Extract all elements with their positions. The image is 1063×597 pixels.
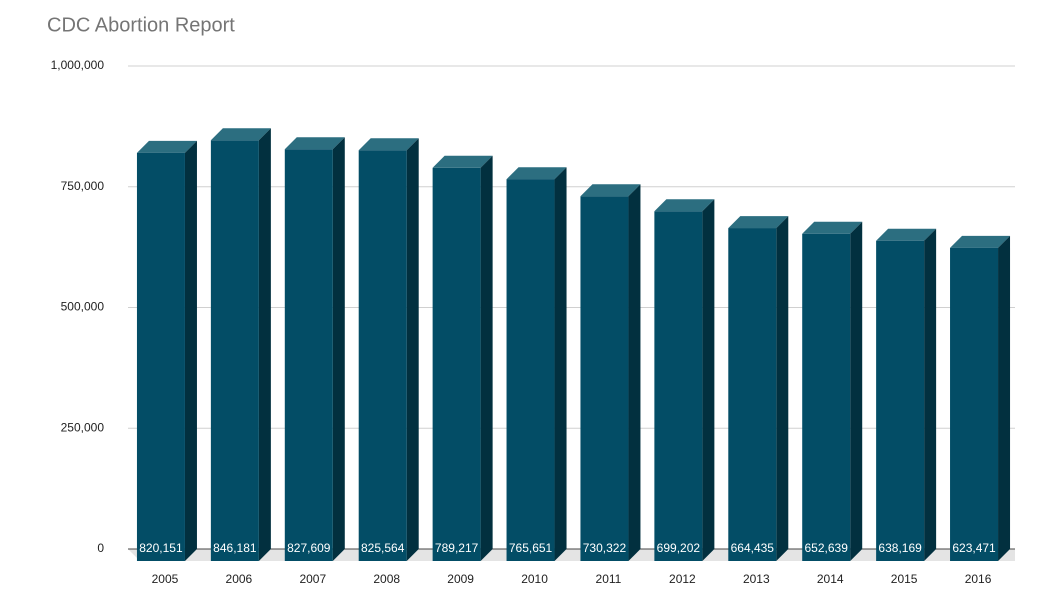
bar-front <box>950 247 999 561</box>
bar-top <box>802 221 863 234</box>
bar-top <box>136 140 197 153</box>
bar-top <box>950 235 1011 248</box>
bar-side <box>702 199 715 561</box>
x-tick-label: 2006 <box>226 572 253 586</box>
bar-front <box>210 140 259 562</box>
x-tick-label: 2007 <box>299 572 326 586</box>
bar-front <box>284 149 333 562</box>
value-label: 827,609 <box>287 541 331 555</box>
x-tick-label: 2008 <box>373 572 400 586</box>
value-label: 846,181 <box>213 541 257 555</box>
bar-top <box>358 138 419 151</box>
y-tick-label: 1,000,000 <box>51 58 105 72</box>
value-label: 638,169 <box>878 541 922 555</box>
floor <box>128 549 1015 561</box>
bar-side <box>628 184 641 562</box>
bar-side <box>406 138 419 561</box>
x-tick-label: 2012 <box>669 572 696 586</box>
x-tick-label: 2016 <box>965 572 992 586</box>
bar-side <box>850 221 863 561</box>
bar-side <box>554 167 567 562</box>
bar: 825,564 <box>358 138 419 561</box>
bar-front <box>358 150 407 561</box>
bar-side <box>924 228 937 561</box>
bar: 765,651 <box>506 167 567 562</box>
value-label: 825,564 <box>361 541 405 555</box>
bar: 827,609 <box>284 137 345 562</box>
bar-front <box>432 167 481 562</box>
bar-top <box>728 216 789 229</box>
bar: 638,169 <box>876 228 937 561</box>
x-tick-label: 2015 <box>891 572 918 586</box>
value-label: 820,151 <box>139 541 183 555</box>
bar-side <box>184 140 197 561</box>
bar-front <box>728 228 777 562</box>
bar-side <box>258 128 271 562</box>
bar-top <box>876 228 937 241</box>
chart-title: CDC Abortion Report <box>47 14 235 36</box>
y-tick-label: 750,000 <box>61 179 105 193</box>
bar: 820,151 <box>136 140 197 561</box>
value-label: 664,435 <box>731 541 775 555</box>
y-tick-label: 250,000 <box>61 420 105 434</box>
y-tick-label: 0 <box>97 541 104 555</box>
value-label: 699,202 <box>657 541 701 555</box>
bar-side <box>480 155 493 562</box>
x-tick-label: 2009 <box>447 572 474 586</box>
bar-side <box>332 137 345 562</box>
value-label: 623,471 <box>952 541 996 555</box>
value-label: 730,322 <box>583 541 627 555</box>
bar-front <box>580 196 629 562</box>
bar-side <box>998 235 1011 561</box>
bar-front <box>802 233 851 561</box>
bar-side <box>776 216 789 562</box>
bar-top <box>580 184 641 197</box>
y-tick-label: 500,000 <box>61 300 105 314</box>
value-label: 652,639 <box>805 541 849 555</box>
bar-top <box>432 155 493 168</box>
bar-front <box>876 240 925 561</box>
value-label: 765,651 <box>509 541 553 555</box>
bar: 730,322 <box>580 184 641 562</box>
bar-front <box>136 152 185 561</box>
x-tick-label: 2014 <box>817 572 844 586</box>
bar-front <box>506 179 555 562</box>
bar: 699,202 <box>654 199 715 561</box>
bar: 623,471 <box>950 235 1011 561</box>
x-tick-label: 2005 <box>152 572 179 586</box>
x-tick-label: 2011 <box>596 572 622 586</box>
bar-front <box>654 211 703 561</box>
bar: 652,639 <box>802 221 863 561</box>
bar-top <box>654 199 715 212</box>
bar: 846,181 <box>210 128 271 562</box>
bar-top <box>506 167 567 180</box>
x-tick-label: 2010 <box>521 572 548 586</box>
value-label: 789,217 <box>435 541 479 555</box>
x-tick-label: 2013 <box>743 572 770 586</box>
bar-top <box>284 137 345 150</box>
bar: 664,435 <box>728 216 789 562</box>
bar: 789,217 <box>432 155 493 562</box>
bar-top <box>210 128 271 141</box>
